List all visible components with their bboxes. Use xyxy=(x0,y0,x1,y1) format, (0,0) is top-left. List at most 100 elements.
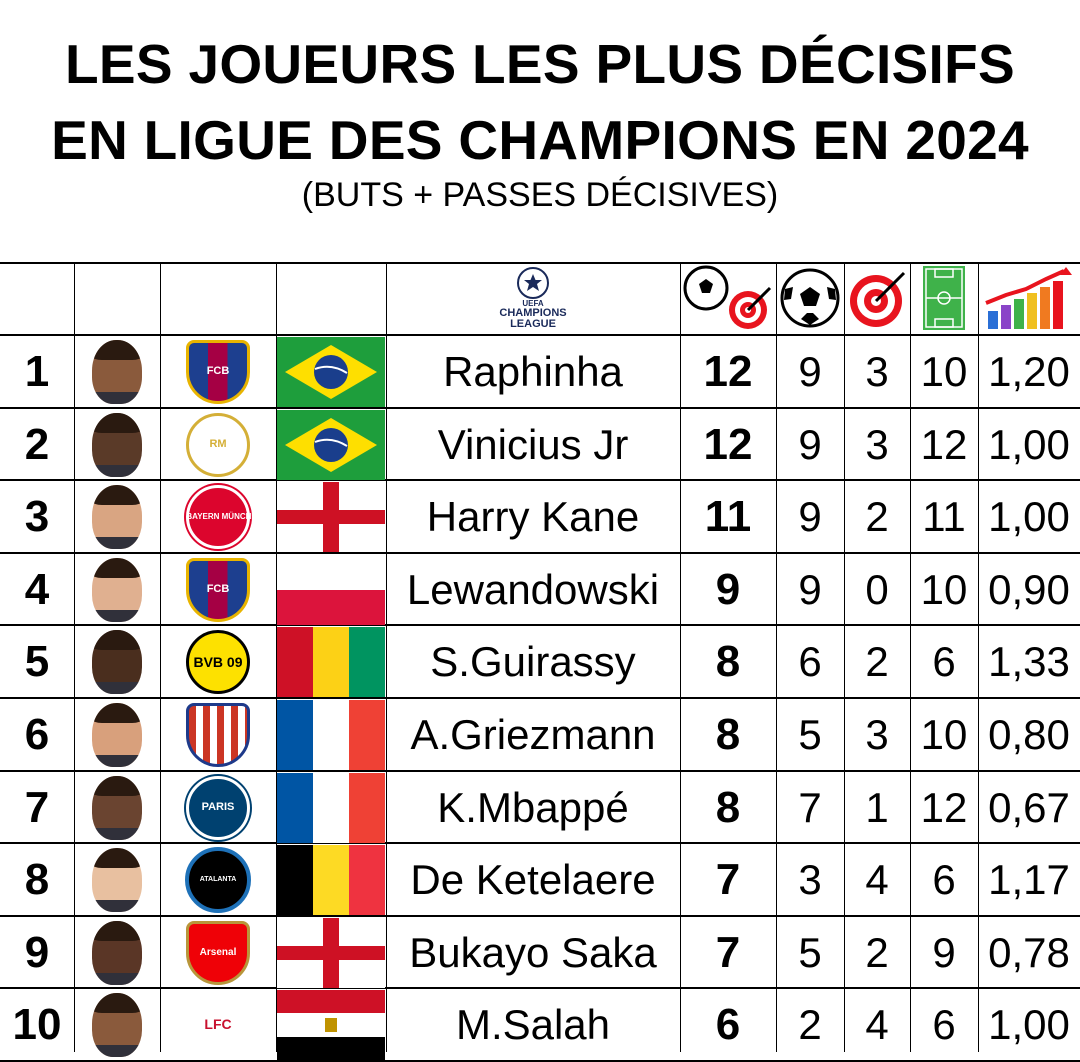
crest-text: FC BAYERN MÜNCHEN xyxy=(173,512,263,521)
matches-value: 6 xyxy=(932,637,956,685)
ratio-value: 1,00 xyxy=(988,492,1070,540)
assists-value: 3 xyxy=(865,710,889,758)
row-divider xyxy=(0,407,1080,409)
player-name: M.Salah xyxy=(455,1000,611,1048)
target-icon xyxy=(850,271,906,327)
goals-value: 9 xyxy=(798,492,822,540)
avatar-hair xyxy=(92,484,142,505)
club-crest-cell: BVB 09 xyxy=(160,626,276,697)
player-name: Harry Kane xyxy=(426,492,640,540)
avatar-shirt xyxy=(92,464,142,477)
player-photo xyxy=(74,844,160,915)
rank-cell: 7 xyxy=(24,782,50,832)
avatar-hair xyxy=(92,920,142,941)
rank-cell: 2 xyxy=(24,419,50,469)
avatar xyxy=(92,702,142,767)
avatar xyxy=(92,484,142,549)
ratio-value: 1,33 xyxy=(988,637,1070,685)
ball-target-icon xyxy=(683,265,772,329)
assists-value: 2 xyxy=(865,637,889,685)
column-divider xyxy=(276,262,277,1052)
assists-value: 3 xyxy=(865,420,889,468)
column-divider xyxy=(910,262,911,1052)
rank-cell: 4 xyxy=(24,564,50,614)
crest-text: RM xyxy=(209,438,227,450)
row-divider xyxy=(0,842,1080,844)
goals-assists-value: 7 xyxy=(715,854,741,904)
nation-flag xyxy=(276,844,386,915)
goals-assists-value: 8 xyxy=(715,636,741,686)
avatar-shirt xyxy=(92,609,142,622)
column-divider xyxy=(978,262,979,1052)
row-divider xyxy=(0,479,1080,481)
assists-value: 2 xyxy=(865,492,889,540)
liverpool-crest: LFC xyxy=(189,995,247,1054)
avatar-shirt xyxy=(92,1044,142,1057)
crest-text: Arsenal xyxy=(199,947,237,958)
player-name: Vinicius Jr xyxy=(437,420,629,468)
row-divider xyxy=(0,552,1080,554)
player-name: De Ketelaere xyxy=(410,855,656,903)
avatar-shirt xyxy=(92,754,142,767)
player-photo xyxy=(74,481,160,552)
matches-value: 12 xyxy=(920,783,968,831)
matches-value: 6 xyxy=(932,855,956,903)
rank-cell: 6 xyxy=(24,709,50,759)
column-divider xyxy=(844,262,845,1052)
avatar-hair xyxy=(92,629,142,650)
player-name: S.Guirassy xyxy=(430,637,636,685)
goals-assists-value: 12 xyxy=(703,419,753,469)
real-madrid-crest: RM xyxy=(186,412,250,477)
matches-header xyxy=(910,262,978,334)
player-photo xyxy=(74,626,160,697)
assists-value: 4 xyxy=(865,855,889,903)
crest-text: PARIS xyxy=(201,801,235,813)
player-name: K.Mbappé xyxy=(437,783,629,831)
rank-cell: 8 xyxy=(24,854,50,904)
avatar-hair xyxy=(92,847,142,868)
logo-small-text: UEFA xyxy=(522,299,544,308)
crest-text: BVB 09 xyxy=(193,653,243,670)
player-name: Bukayo Saka xyxy=(409,928,657,976)
column-divider xyxy=(74,262,75,1052)
avatar xyxy=(92,339,142,404)
club-crest-cell: Arsenal xyxy=(160,917,276,988)
ratio-value: 1,00 xyxy=(988,1000,1070,1048)
column-divider xyxy=(680,262,681,1052)
club-crest-cell: RM xyxy=(160,409,276,480)
ratio-header xyxy=(978,262,1080,334)
column-divider xyxy=(160,262,161,1052)
goals-value: 2 xyxy=(798,1000,822,1048)
goals-header xyxy=(776,262,844,334)
player-name: A.Griezmann xyxy=(410,710,656,758)
player-photo xyxy=(74,409,160,480)
nation-flag xyxy=(276,554,386,625)
avatar xyxy=(92,775,142,840)
avatar-shirt xyxy=(92,391,142,404)
rank-cell: 9 xyxy=(24,927,50,977)
matches-value: 6 xyxy=(932,1000,956,1048)
nation-flag xyxy=(276,917,386,988)
club-crest-cell: ATALANTA xyxy=(160,844,276,915)
player-name: Lewandowski xyxy=(406,565,660,613)
matches-value: 10 xyxy=(920,710,968,758)
row-divider xyxy=(0,624,1080,626)
table-top-border xyxy=(0,262,1080,264)
club-crest-cell: FCB xyxy=(160,336,276,407)
column-divider xyxy=(386,262,387,1052)
assists-value: 2 xyxy=(865,928,889,976)
crest-text: LFC xyxy=(204,1016,232,1032)
nation-flag xyxy=(276,336,386,407)
goals-assists-header xyxy=(680,262,776,334)
crest-text: FCB xyxy=(206,583,230,595)
borussia-dortmund-crest: BVB 09 xyxy=(186,629,250,694)
psg-real-madrid-crest: PARIS xyxy=(186,775,250,840)
club-crest-cell: PARIS xyxy=(160,772,276,843)
nation-flag xyxy=(276,772,386,843)
avatar xyxy=(92,412,142,477)
row-divider xyxy=(0,334,1080,336)
goals-value: 6 xyxy=(798,637,822,685)
ratio-value: 0,90 xyxy=(988,565,1070,613)
assists-value: 3 xyxy=(865,347,889,395)
row-divider xyxy=(0,770,1080,772)
